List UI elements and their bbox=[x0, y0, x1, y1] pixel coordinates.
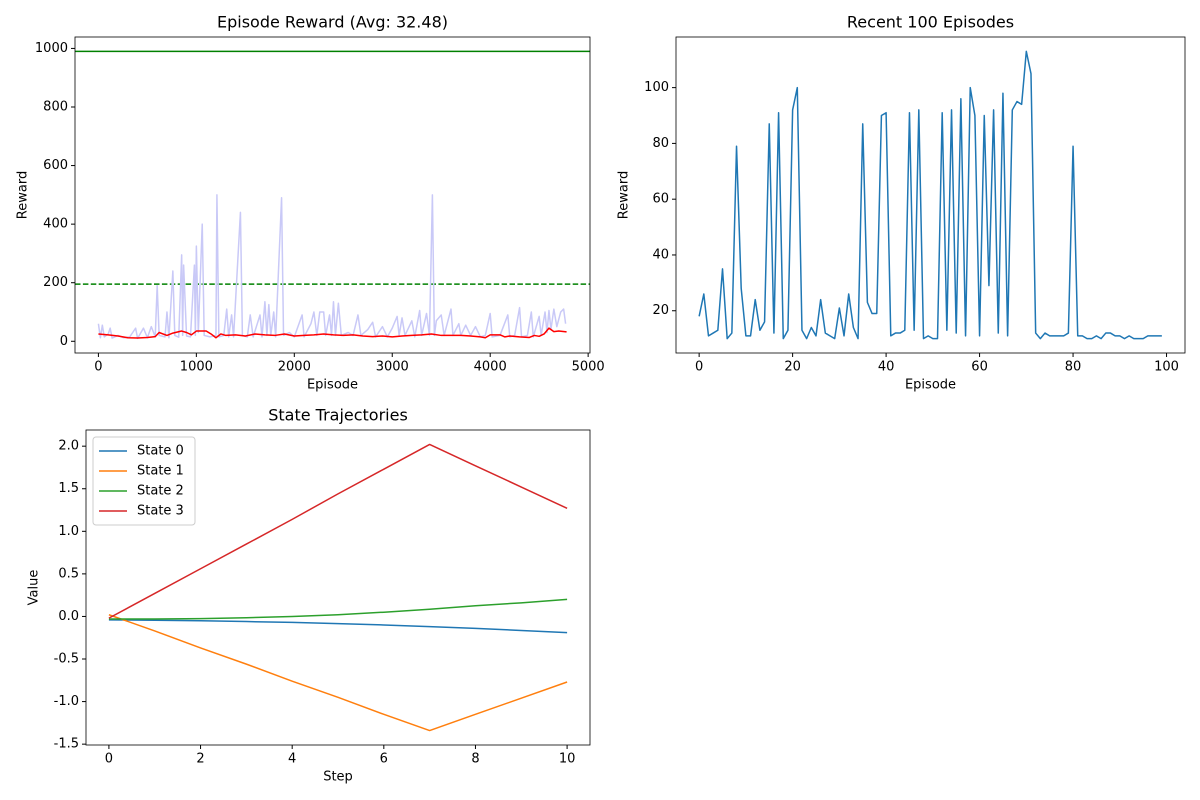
chart-title: State Trajectories bbox=[268, 406, 408, 425]
x-tick-label: 0 bbox=[94, 360, 102, 375]
series-line bbox=[108, 619, 568, 634]
y-tick-label: 1.5 bbox=[58, 481, 79, 496]
axes: 0 1000 2000 3000 4000 5000 0 200 400 600 800 1000 Ep… bbox=[16, 13, 605, 393]
series-line bbox=[108, 598, 568, 620]
y-tick-label: 800 bbox=[43, 99, 68, 114]
y-tick-label: 100 bbox=[644, 80, 669, 95]
series-line bbox=[698, 50, 1162, 340]
y-axis-label: Value bbox=[27, 570, 42, 606]
axes-frame bbox=[85, 429, 591, 746]
y-tick-label: 0.5 bbox=[58, 566, 79, 581]
y-tick-label: -1.0 bbox=[54, 694, 79, 709]
legend-label: State 1 bbox=[137, 464, 184, 479]
x-tick-label: 40 bbox=[878, 360, 895, 375]
x-tick-label: 4000 bbox=[474, 360, 507, 375]
y-tick-label: 0.0 bbox=[58, 609, 79, 624]
y-tick-label: -0.5 bbox=[54, 652, 79, 667]
series-line bbox=[97, 194, 567, 340]
x-tick-label: 80 bbox=[1065, 360, 1082, 375]
x-axis-label: Episode bbox=[905, 378, 956, 393]
y-tick-label: 400 bbox=[43, 217, 68, 232]
series-line bbox=[108, 614, 568, 732]
y-tick-label: 600 bbox=[43, 158, 68, 173]
y-tick-label: 80 bbox=[652, 136, 669, 151]
axes-frame bbox=[74, 36, 591, 354]
x-tick-label: 2 bbox=[196, 752, 204, 767]
x-tick-label: 1000 bbox=[180, 360, 213, 375]
y-tick-label: 200 bbox=[43, 275, 68, 290]
y-tick-label: 0 bbox=[60, 334, 68, 349]
y-axis-label: Reward bbox=[617, 171, 632, 219]
x-axis-label: Step bbox=[323, 770, 353, 785]
x-tick-label: 0 bbox=[695, 360, 703, 375]
y-tick-label: 60 bbox=[652, 192, 669, 207]
y-axis-label: Reward bbox=[16, 171, 31, 219]
chart-title: Recent 100 Episodes bbox=[847, 13, 1014, 32]
x-axis-label: Episode bbox=[307, 378, 358, 393]
axes-frame bbox=[675, 36, 1186, 354]
x-tick-label: 4 bbox=[288, 752, 296, 767]
axes: 0 2 4 6 8 10 -1.5 -1.0 -0.5 0.0 0.5 1.0 1.5 2.0 State … bbox=[27, 406, 591, 785]
x-tick-label: 60 bbox=[971, 360, 988, 375]
y-tick-label: -1.5 bbox=[54, 737, 79, 752]
x-tick-label: 5000 bbox=[572, 360, 605, 375]
axes: 0 20 40 60 80 100 20 40 60 80 100 Recent 100 Episod… bbox=[617, 13, 1186, 393]
series-line bbox=[98, 327, 567, 339]
x-tick-label: 2000 bbox=[278, 360, 311, 375]
legend-label: State 0 bbox=[137, 444, 184, 459]
legend-box bbox=[92, 436, 196, 526]
x-tick-label: 6 bbox=[380, 752, 388, 767]
x-tick-label: 10 bbox=[559, 752, 576, 767]
y-tick-label: 20 bbox=[652, 303, 669, 318]
y-tick-label: 1000 bbox=[35, 41, 68, 56]
x-tick-label: 3000 bbox=[376, 360, 409, 375]
x-tick-label: 100 bbox=[1154, 360, 1179, 375]
x-tick-label: 0 bbox=[105, 752, 113, 767]
y-tick-label: 2.0 bbox=[58, 439, 79, 454]
x-tick-label: 8 bbox=[471, 752, 479, 767]
legend-label: State 3 bbox=[137, 504, 184, 519]
chart-title: Episode Reward (Avg: 32.48) bbox=[217, 13, 448, 32]
series-line bbox=[108, 443, 568, 619]
y-tick-label: 40 bbox=[652, 247, 669, 262]
x-tick-label: 20 bbox=[784, 360, 801, 375]
y-tick-label: 1.0 bbox=[58, 524, 79, 539]
legend-label: State 2 bbox=[137, 484, 184, 499]
